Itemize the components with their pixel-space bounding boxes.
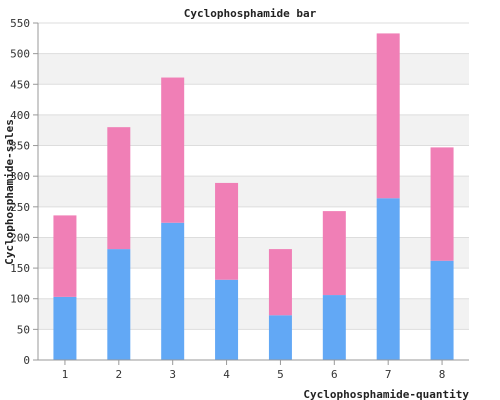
- x-tick-label: 6: [331, 368, 338, 381]
- background-band: [38, 206, 469, 238]
- bar-segment-series-1-7: [376, 198, 400, 360]
- bar-segment-series-2-1: [53, 215, 77, 297]
- bar-segment-series-1-5: [268, 315, 292, 360]
- background-band: [38, 84, 469, 115]
- background-band: [38, 114, 469, 146]
- x-tick-label: 7: [385, 368, 392, 381]
- plot-background-bands: [38, 23, 469, 360]
- x-tick-label: 2: [116, 368, 123, 381]
- x-tick-label: 4: [223, 368, 230, 381]
- axes: [37, 23, 469, 361]
- x-axis-label: Cyclophosphamide-quantity: [303, 388, 469, 400]
- y-axis-label: Cyclophosphamide-sales: [3, 119, 16, 265]
- bar-segment-series-1-2: [107, 249, 131, 360]
- y-tick-label: 400: [10, 109, 30, 122]
- bar-segment-series-2-8: [430, 147, 454, 261]
- bar-segment-series-2-2: [107, 127, 131, 250]
- y-tick-label: 250: [10, 201, 30, 214]
- background-band: [38, 329, 469, 360]
- y-tick-label: 100: [10, 293, 30, 306]
- x-tick-label: 1: [62, 368, 69, 381]
- bars: [53, 33, 454, 360]
- y-tick-label: 500: [10, 48, 30, 61]
- x-tick-labels: 1 2 3 4 5 6 7 8: [62, 360, 446, 381]
- background-band: [38, 145, 469, 177]
- chart-title: Cyclophosphamide bar: [184, 7, 317, 20]
- bar-segment-series-2-3: [161, 77, 185, 223]
- bar-segment-series-2-6: [322, 211, 346, 296]
- bar-segment-series-2-4: [215, 182, 239, 280]
- x-tick-label: 8: [439, 368, 446, 381]
- background-band: [38, 53, 469, 85]
- x-tick-label: 5: [277, 368, 284, 381]
- y-tick-label: 450: [10, 78, 30, 91]
- y-tick-label: 150: [10, 262, 30, 275]
- y-tick-label: 200: [10, 231, 30, 244]
- y-tick-label: 0: [23, 354, 30, 367]
- background-band: [38, 268, 469, 299]
- y-tick-labels: 0 50 100 150 200 250 300 350 400 450 500 550: [10, 17, 38, 367]
- bar-segment-series-1-8: [430, 260, 454, 360]
- background-band: [38, 237, 469, 269]
- x-tick-label: 3: [169, 368, 176, 381]
- y-tick-label: 550: [10, 17, 30, 30]
- bar-segment-series-1-4: [215, 279, 239, 360]
- bar-segment-series-2-5: [268, 249, 292, 316]
- background-band: [38, 23, 469, 54]
- y-tick-label: 50: [17, 323, 30, 336]
- y-tick-label: 350: [10, 140, 30, 153]
- bar-segment-series-1-1: [53, 296, 77, 360]
- background-band: [38, 298, 469, 330]
- background-band: [38, 176, 469, 207]
- bar-segment-series-2-7: [376, 33, 400, 199]
- bar-segment-series-1-6: [322, 295, 346, 360]
- bar-segment-series-1-3: [161, 222, 185, 360]
- y-tick-label: 300: [10, 170, 30, 183]
